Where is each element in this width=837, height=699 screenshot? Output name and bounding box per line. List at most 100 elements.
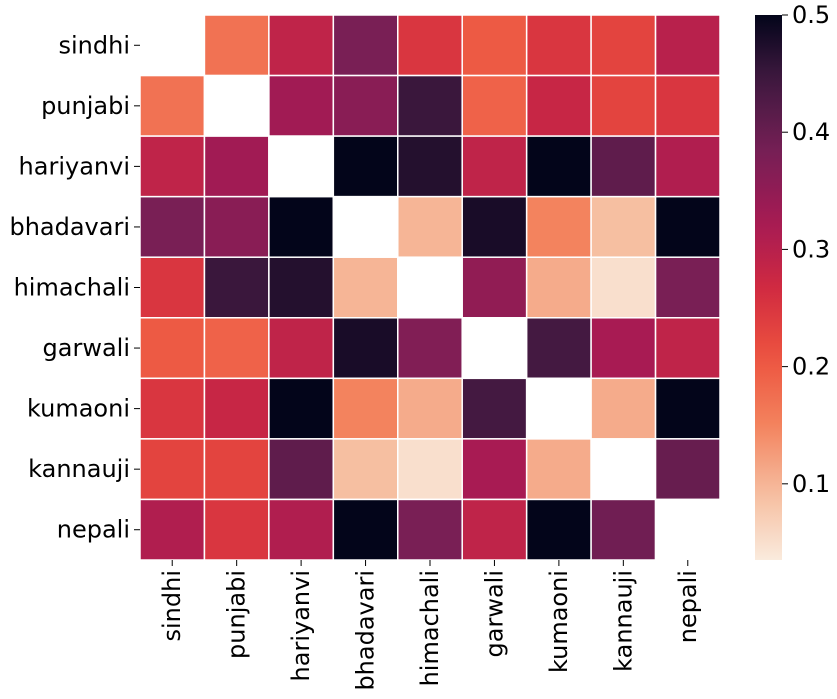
heatmap-cell [397, 14, 463, 77]
colorbar-gradient [755, 15, 782, 560]
heatmap-cell [590, 498, 657, 561]
colorbar-tick-label: 0.1 [792, 470, 830, 498]
column-label: bhadavari [352, 570, 380, 691]
heatmap-cell [139, 256, 206, 319]
heatmap-cell [268, 195, 335, 258]
heatmap-cell [654, 74, 721, 137]
heatmap-cell [590, 74, 657, 137]
heatmap-cell [590, 256, 657, 319]
heatmap-cell [654, 498, 721, 561]
heatmap-cell [525, 377, 592, 440]
column-label: punjabi [223, 570, 251, 659]
heatmap-cell [203, 74, 270, 137]
column-labels: sindhi punjabi hariyanvi bhadavari himachali… [158, 560, 702, 691]
heatmap-cell [654, 135, 721, 198]
heatmap-cell [397, 256, 463, 319]
heatmap-cell [654, 317, 721, 380]
heatmap-cell [268, 256, 335, 319]
heatmap-cell [525, 135, 592, 198]
heatmap-cell [332, 14, 399, 77]
heatmap-cell [203, 256, 270, 319]
heatmap-cell [203, 377, 270, 440]
heatmap-cell [397, 74, 463, 137]
heatmap-cell [203, 135, 270, 198]
heatmap-cell [654, 195, 721, 258]
heatmap-cell [654, 14, 721, 77]
column-label: himachali [416, 570, 444, 686]
heatmap-cell [590, 135, 657, 198]
heatmap-cell [332, 135, 399, 198]
heatmap-cell [332, 438, 399, 501]
heatmap-cell [268, 14, 335, 77]
heatmap-cell [654, 438, 721, 501]
heatmap-cell [654, 377, 721, 440]
heatmap-cell [590, 195, 657, 258]
heatmap-cell [397, 377, 463, 440]
heatmap-cell [461, 317, 528, 380]
row-label: hariyanvi [19, 152, 130, 180]
heatmap-cell [525, 14, 592, 77]
row-labels: sindhi punjabi hariyanvi bhadavari himachali… [9, 31, 140, 544]
heatmap-cell [461, 377, 528, 440]
heatmap-cell [525, 498, 592, 561]
heatmap-cell [461, 135, 528, 198]
row-label: garwali [43, 334, 130, 362]
heatmap-cell [590, 317, 657, 380]
column-label: kumaoni [545, 570, 573, 673]
heatmap-cell [397, 317, 463, 380]
heatmap-cell [139, 377, 206, 440]
heatmap-cell [590, 377, 657, 440]
heatmap-cells [139, 14, 721, 561]
column-label: kannauji [609, 570, 637, 672]
heatmap-cell [461, 14, 528, 77]
row-label: nepali [57, 516, 130, 544]
heatmap-cell [461, 74, 528, 137]
heatmap-cell [332, 498, 399, 561]
heatmap-cell [525, 195, 592, 258]
row-label: himachali [14, 274, 130, 302]
heatmap-cell [332, 195, 399, 258]
colorbar-tick-label: 0.4 [792, 118, 830, 146]
heatmap-cell [590, 438, 657, 501]
heatmap-cell [332, 377, 399, 440]
heatmap-cell [525, 256, 592, 319]
heatmap-cell [525, 317, 592, 380]
heatmap-cell [461, 195, 528, 258]
colorbar-tick-label: 0.5 [792, 1, 830, 29]
column-label: sindhi [158, 570, 186, 642]
row-label: kumaoni [27, 395, 130, 423]
heatmap-cell [332, 256, 399, 319]
heatmap-cell [461, 256, 528, 319]
heatmap-cell [590, 14, 657, 77]
column-label: hariyanvi [287, 570, 315, 681]
row-label: bhadavari [9, 213, 130, 241]
heatmap-cell [139, 498, 206, 561]
heatmap-cell [461, 498, 528, 561]
heatmap-cell [332, 74, 399, 137]
colorbar-tick-label: 0.3 [792, 235, 830, 263]
heatmap-cell [268, 498, 335, 561]
heatmap-cell [203, 195, 270, 258]
heatmap-cell [654, 256, 721, 319]
heatmap-cell [268, 438, 335, 501]
colorbar: 0.1 0.2 0.3 0.4 0.5 [755, 1, 830, 560]
heatmap-cell [332, 317, 399, 380]
heatmap-cell [203, 317, 270, 380]
heatmap-cell [397, 498, 463, 561]
heatmap-cell [139, 14, 206, 77]
heatmap-cell [139, 317, 206, 380]
row-label: kannauji [28, 455, 130, 483]
heatmap-cell [525, 74, 592, 137]
heatmap-cell [268, 135, 335, 198]
row-label: punjabi [41, 92, 130, 120]
heatmap-cell [268, 377, 335, 440]
column-label: garwali [480, 570, 508, 657]
heatmap-cell [203, 14, 270, 77]
heatmap-cell [397, 195, 463, 258]
heatmap-cell [139, 135, 206, 198]
heatmap-cell [203, 498, 270, 561]
heatmap-cell [268, 317, 335, 380]
heatmap-cell [139, 438, 206, 501]
heatmap-cell [139, 195, 206, 258]
